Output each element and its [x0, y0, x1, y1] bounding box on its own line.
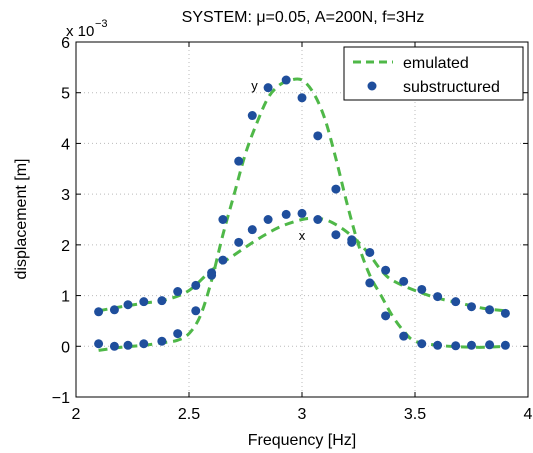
curve-annotation-x: x	[299, 228, 306, 243]
substructured-point-x	[109, 305, 119, 315]
substructured-point-x	[433, 292, 443, 302]
y-tick-label: 3	[61, 187, 70, 204]
x-axis-label: Frequency [Hz]	[248, 432, 356, 449]
x-tick-label: 2.5	[178, 406, 200, 423]
y-tick-label: 5	[61, 86, 70, 103]
curve-annotation-y: y	[251, 78, 258, 93]
substructured-point-x	[173, 287, 183, 297]
substructured-point-y	[451, 341, 461, 351]
curves	[98, 77, 506, 352]
substructured-point-x	[281, 209, 291, 219]
y-tick-label: 2	[61, 238, 70, 255]
substructured-point-x	[139, 297, 149, 307]
substructured-point-x	[263, 215, 273, 224]
x-tick-label: 3.5	[404, 406, 426, 423]
substructured-point-y	[417, 339, 427, 349]
substructured-point-x	[191, 280, 201, 290]
substructured-point-x	[451, 297, 461, 307]
y-tick-label: 1	[61, 289, 70, 306]
substructured-point-x	[123, 300, 133, 310]
legend-substructured-swatch	[367, 81, 377, 91]
chart-title: SYSTEM: μ=0.05, A=200N, f=3Hz	[182, 9, 425, 26]
legend: emulated substructured	[343, 46, 524, 101]
substructured-point-x	[347, 237, 357, 247]
substructured-point-x	[331, 230, 341, 240]
substructured-point-x	[381, 265, 391, 275]
y-multiplier: x 10 −3	[66, 18, 108, 40]
substructured-point-y	[94, 339, 104, 349]
substructured-point-y	[485, 340, 495, 350]
substructured-point-y	[191, 306, 201, 316]
substructured-point-y	[467, 340, 476, 350]
markers	[94, 75, 510, 351]
legend-substructured-label: substructured	[403, 79, 500, 96]
x-ticks: 2 2.5 3 3.5 4	[72, 42, 533, 423]
substructured-point-y	[123, 340, 133, 350]
substructured-point-x	[218, 255, 228, 265]
x-tick-label: 3	[298, 406, 307, 423]
substructured-point-y	[109, 341, 119, 351]
substructured-point-y	[500, 340, 510, 350]
substructured-point-y	[139, 339, 149, 349]
substructured-point-x	[157, 296, 167, 306]
x-tick-label: 2	[72, 406, 81, 423]
substructured-point-y	[399, 331, 409, 341]
substructured-point-x	[417, 284, 427, 294]
substructured-point-x	[94, 307, 104, 317]
y-tick-label: 4	[61, 136, 70, 153]
legend-emulated-label: emulated	[403, 55, 469, 72]
substructured-point-x	[297, 208, 307, 218]
substructured-point-y	[157, 336, 167, 346]
substructured-point-x	[500, 308, 510, 318]
substructured-point-y	[297, 93, 307, 103]
legend-box	[343, 46, 524, 101]
substructured-point-x	[247, 225, 257, 235]
substructured-point-y	[331, 184, 341, 194]
annotations: yx	[251, 78, 305, 243]
substructured-point-y	[234, 156, 244, 166]
substructured-point-y	[247, 111, 257, 121]
substructured-point-y	[313, 131, 323, 141]
y-tick-label: 0	[61, 339, 70, 356]
substructured-point-x	[313, 215, 323, 224]
substructured-point-y	[281, 75, 291, 85]
substructured-point-y	[218, 215, 228, 224]
substructured-point-x	[365, 247, 375, 257]
substructured-point-y	[263, 83, 273, 93]
substructured-point-x	[234, 237, 244, 247]
substructured-point-x	[207, 270, 217, 280]
y-tick-label: 6	[61, 35, 70, 52]
y-axis-label: displacement [m]	[13, 159, 30, 280]
y-multiplier-base: x 10	[66, 23, 94, 40]
substructured-point-x	[467, 302, 476, 312]
substructured-point-y	[433, 340, 443, 350]
substructured-point-y	[381, 311, 391, 321]
y-multiplier-exponent: −3	[95, 18, 108, 30]
substructured-point-y	[365, 278, 375, 288]
y-tick-label: −1	[52, 390, 70, 407]
substructured-point-y	[173, 329, 183, 339]
emulated-curve-y	[98, 77, 506, 352]
y-ticks: −1 0 1 2 3 4 5 6	[52, 35, 528, 407]
x-tick-label: 4	[524, 406, 533, 423]
substructured-point-x	[485, 305, 495, 315]
substructured-point-x	[399, 276, 409, 286]
